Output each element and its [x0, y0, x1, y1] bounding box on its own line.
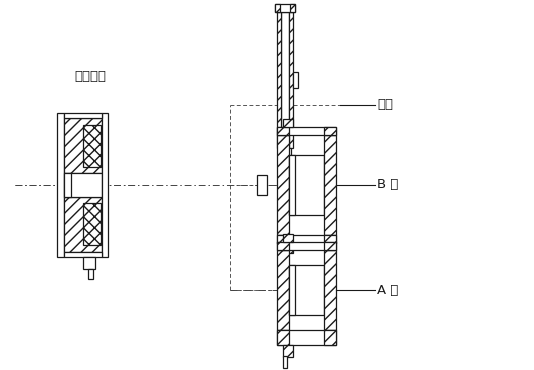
Bar — [277, 127, 336, 135]
Bar — [281, 12, 289, 148]
Text: A 型: A 型 — [377, 283, 398, 296]
Bar — [289, 265, 324, 315]
Bar — [289, 12, 293, 148]
Bar — [279, 148, 291, 158]
Bar — [324, 242, 336, 250]
Bar — [83, 257, 95, 269]
Bar — [277, 242, 289, 250]
Bar — [64, 113, 102, 118]
Bar — [83, 125, 101, 167]
Bar — [283, 119, 293, 127]
Bar — [64, 118, 102, 173]
Bar — [277, 250, 289, 330]
Bar — [324, 235, 336, 243]
Bar — [283, 243, 293, 253]
Bar — [102, 113, 108, 257]
Bar — [64, 252, 102, 257]
Bar — [324, 250, 336, 330]
Bar — [64, 173, 71, 197]
Bar — [277, 235, 289, 243]
Bar — [277, 330, 289, 345]
Bar — [64, 197, 102, 252]
Bar — [324, 127, 336, 135]
Bar — [64, 173, 102, 197]
Bar — [277, 242, 336, 250]
Text: 基型: 基型 — [377, 98, 393, 111]
Bar — [277, 330, 336, 345]
Text: B 型: B 型 — [377, 178, 398, 192]
Bar — [283, 234, 293, 242]
Bar — [83, 203, 101, 245]
Bar — [290, 4, 295, 12]
Bar — [283, 356, 287, 368]
Bar — [324, 330, 336, 345]
Bar — [283, 345, 293, 357]
Bar — [289, 155, 324, 215]
Bar — [324, 135, 336, 235]
Bar — [289, 155, 295, 215]
Bar — [88, 269, 93, 279]
Bar — [275, 4, 295, 12]
Bar — [57, 113, 64, 257]
Bar — [257, 175, 267, 195]
Bar — [277, 235, 336, 243]
Bar — [277, 135, 289, 235]
Bar — [289, 265, 295, 315]
Bar — [277, 12, 281, 148]
Bar — [277, 127, 289, 135]
Text: 磁轭组件: 磁轭组件 — [74, 70, 106, 83]
Bar — [283, 253, 287, 263]
Bar — [293, 72, 298, 88]
Bar — [275, 4, 280, 12]
